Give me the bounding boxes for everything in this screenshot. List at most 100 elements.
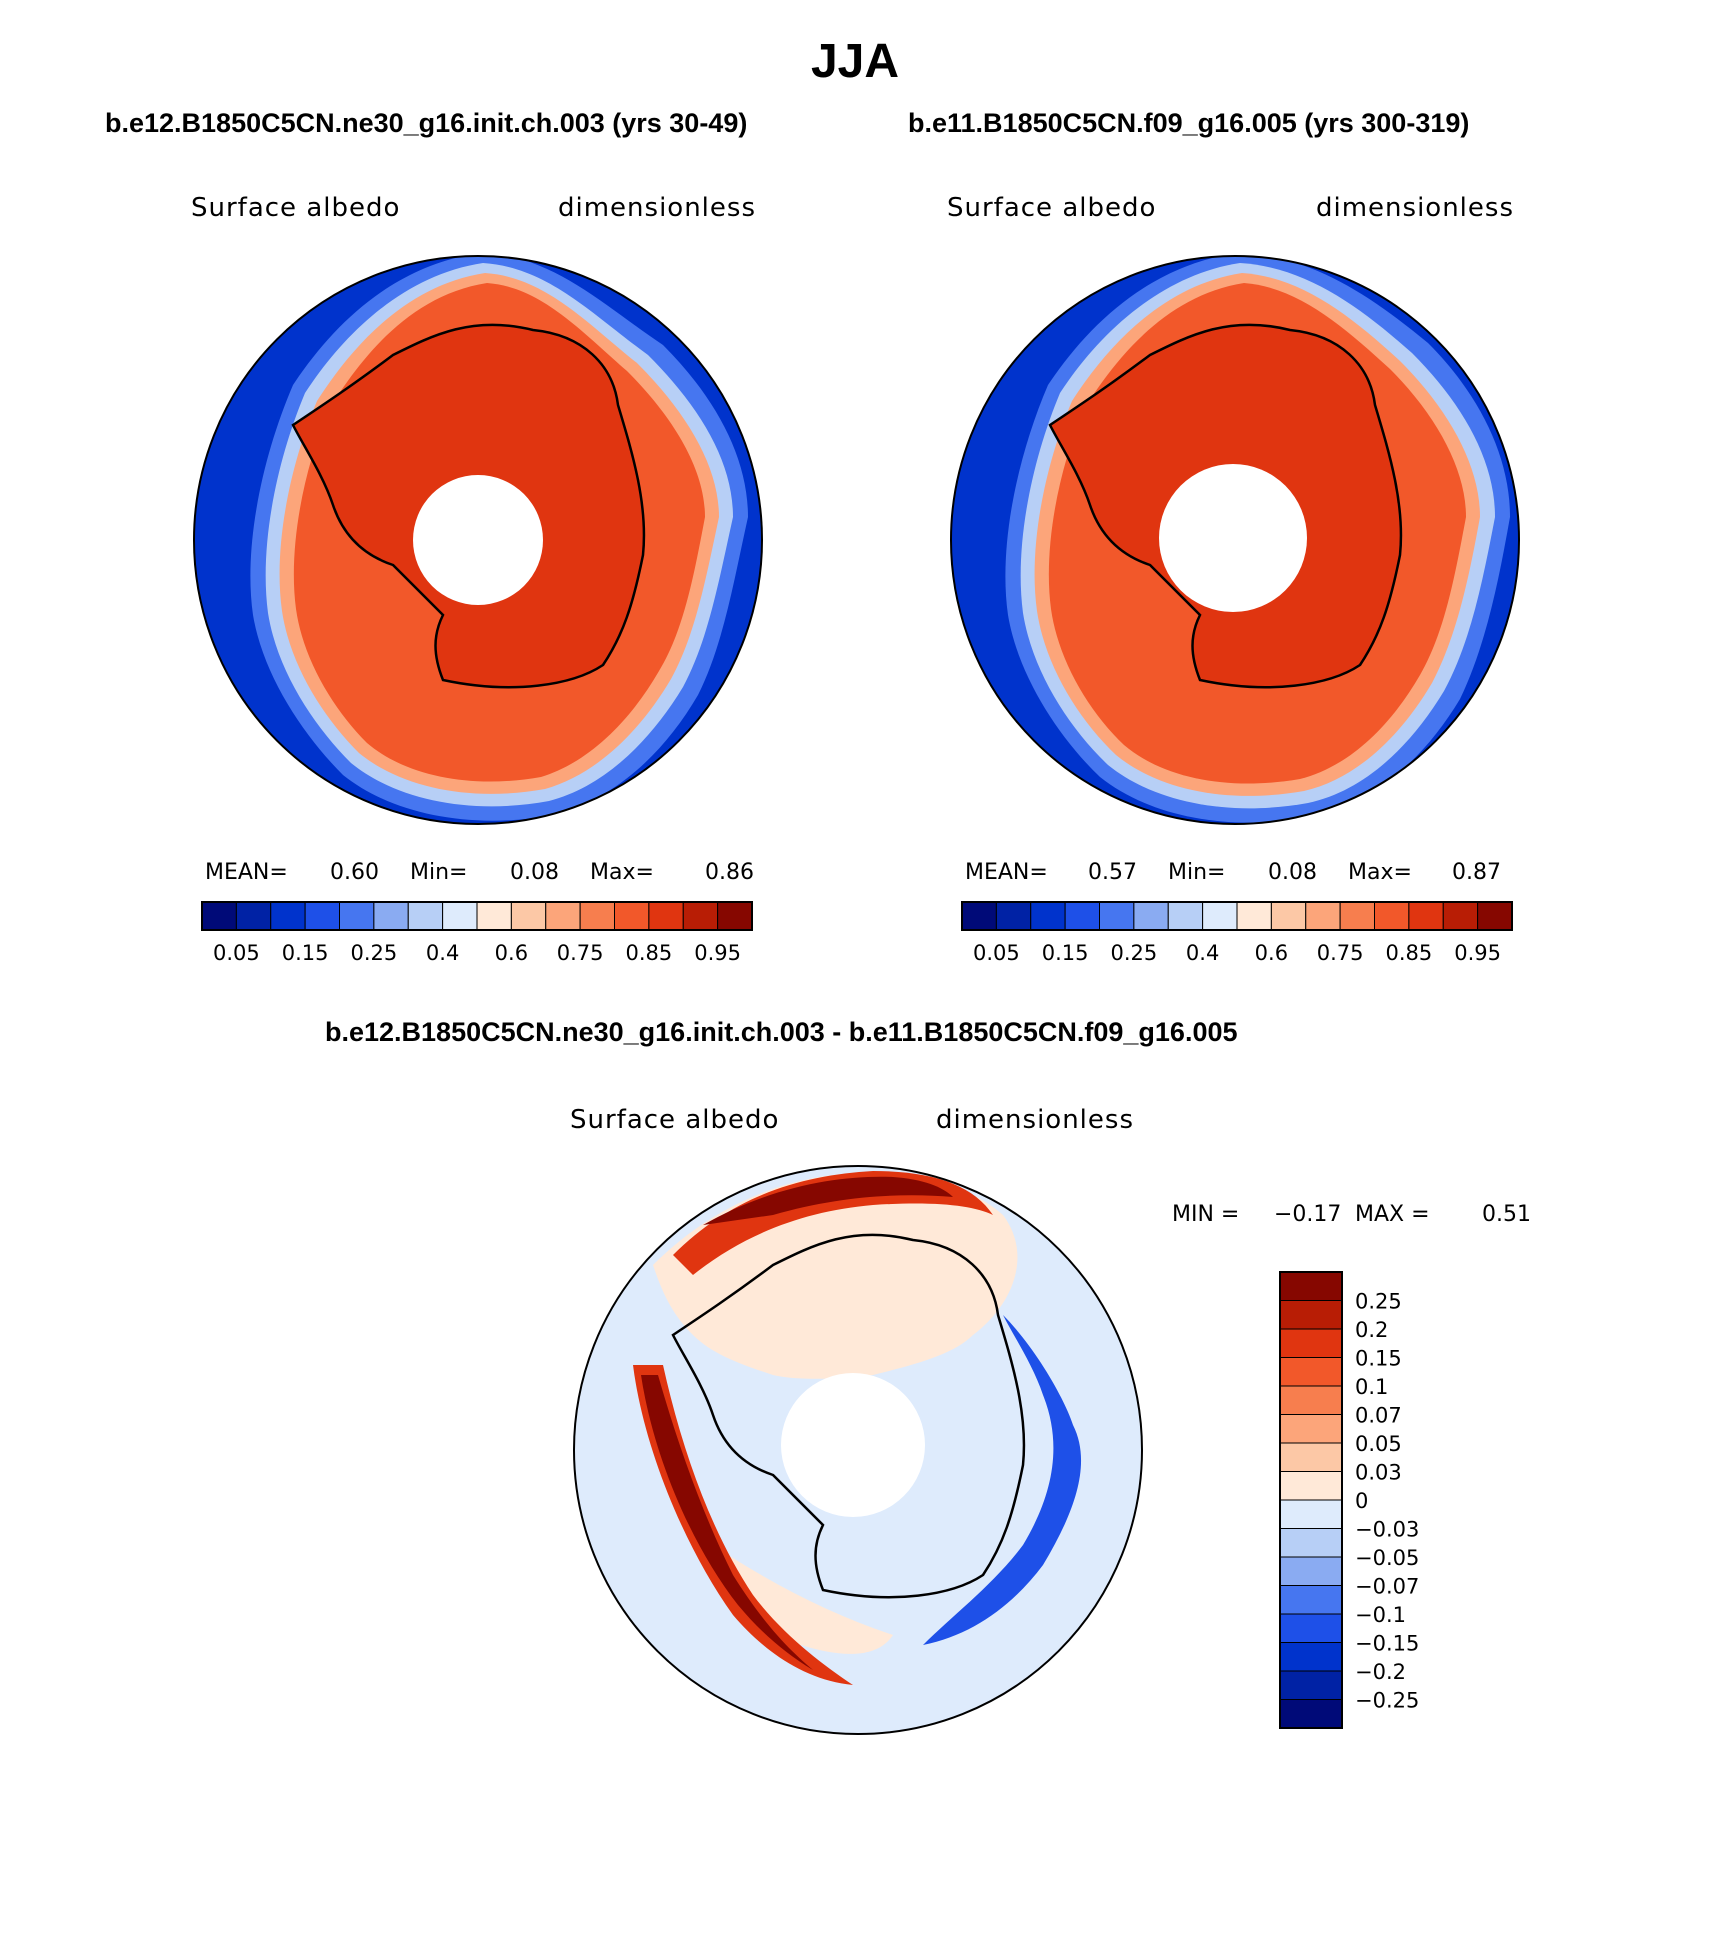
colorbar-swatch — [1305, 901, 1341, 931]
colorbar-swatch — [614, 901, 650, 931]
colorbar-swatch — [1167, 901, 1204, 931]
panel-3-case-title: b.e12.B1850C5CN.ne30_g16.init.ch.003 - b… — [325, 1017, 1238, 1047]
panel-2-max-label: Max= — [1348, 860, 1412, 885]
panel-3-min-label: MIN = — [1172, 1202, 1240, 1227]
colorbar-tick-label: 0.25 — [1110, 941, 1157, 965]
map-border — [193, 255, 763, 825]
positive-region-south — [713, 1545, 893, 1654]
negative-band-east — [923, 1315, 1082, 1645]
colorbar-swatch — [1133, 901, 1169, 931]
colorbar-swatch — [1099, 901, 1135, 931]
positive-band-west-core — [641, 1375, 813, 1670]
colorbar-swatch — [1279, 1499, 1343, 1529]
colorbar-tick-label: 0.95 — [1454, 941, 1501, 965]
colorbar-swatch — [1279, 1670, 1343, 1700]
colorbar-tick-label: 0.25 — [1355, 1290, 1402, 1314]
figure-title: JJA — [810, 35, 900, 88]
colorbar-swatch — [1279, 1556, 1343, 1586]
colorbar-swatch — [579, 901, 615, 931]
panel-2-mean-label: MEAN= — [965, 860, 1048, 885]
colorbar-swatch — [961, 901, 997, 931]
coastline — [291, 323, 646, 689]
colorbar-tick-label: 0.15 — [1042, 941, 1089, 965]
colorbar-tick-label: −0.07 — [1355, 1575, 1419, 1599]
colorbar-tick-label: 0.2 — [1355, 1318, 1388, 1342]
panel-1-min-value: 0.08 — [510, 860, 559, 885]
colorbar-tick-label: −0.1 — [1355, 1603, 1406, 1627]
colorbar-tick-label: 0.95 — [694, 941, 741, 965]
colorbar-swatch — [1030, 901, 1066, 931]
panel-1-variable-label: Surface albedo — [191, 193, 401, 223]
colorbar-swatch — [682, 901, 719, 931]
colorbar-tick-label: 0.05 — [213, 941, 260, 965]
colorbar-tick-label: 0.25 — [350, 941, 397, 965]
colorbar-tick-label: 0.4 — [426, 941, 459, 965]
colorbar-tick-label: 0.85 — [625, 941, 672, 965]
colorbar-swatch — [235, 901, 272, 931]
colorbar-swatch — [1202, 901, 1238, 931]
colorbar-swatch — [1279, 1357, 1343, 1387]
colorbar-swatch — [304, 901, 340, 931]
colorbar-tick-label: 0.05 — [973, 941, 1020, 965]
colorbar-tick-label: 0.75 — [1317, 941, 1364, 965]
colorbar-swatch — [1279, 1442, 1343, 1472]
colorbar-swatch — [270, 901, 306, 931]
colorbar-swatch — [1270, 901, 1307, 931]
positive-band-top — [673, 1171, 993, 1275]
panel-1-units-label: dimensionless — [558, 193, 756, 223]
panel-2-min-label: Min= — [1168, 860, 1226, 885]
colorbar-tick-label: 0.4 — [1186, 941, 1219, 965]
colorbar-swatch — [1339, 901, 1375, 931]
colorbar-swatch — [510, 901, 547, 931]
colorbar-swatch — [201, 901, 237, 931]
colorbar-tick-label: 0.6 — [495, 941, 528, 965]
panel-1-max-value: 0.86 — [705, 860, 754, 885]
colorbar-swatch — [1408, 901, 1444, 931]
colorbar-swatch — [1064, 901, 1100, 931]
coastline — [1048, 323, 1403, 689]
colorbar-swatch — [373, 901, 409, 931]
panel-3-max-value: 0.51 — [1482, 1202, 1531, 1227]
colorbar-swatch — [1279, 1613, 1343, 1643]
colorbar-swatch — [1236, 901, 1272, 931]
coastline — [671, 1233, 1026, 1599]
colorbar-tick-label: 0.75 — [557, 941, 604, 965]
colorbar-tick-label: −0.05 — [1355, 1546, 1419, 1570]
colorbar-tick-label: −0.2 — [1355, 1660, 1406, 1684]
panel-3-variable-label: Surface albedo — [570, 1105, 780, 1135]
panel-1-polar-map — [193, 255, 763, 825]
colorbar-tick-label: 0.03 — [1355, 1461, 1402, 1485]
colorbar-swatch — [1279, 1471, 1343, 1501]
panel-1-max-label: Max= — [590, 860, 654, 885]
panel-2-mean-value: 0.57 — [1088, 860, 1137, 885]
panel-1-min-label: Min= — [410, 860, 468, 885]
panel-3-max-label: MAX = — [1355, 1202, 1430, 1227]
colorbar-swatch — [648, 901, 684, 931]
panel-1-colorbar: 0.05 0.15 0.25 0.4 0.6 0.75 0.85 0.95 — [201, 901, 753, 965]
panel-1-case-title: b.e12.B1850C5CN.ne30_g16.init.ch.003 (yr… — [105, 108, 748, 138]
colorbar-swatch — [407, 901, 444, 931]
colorbar-swatch — [1374, 901, 1410, 931]
colorbar-swatch — [1279, 1699, 1343, 1729]
colorbar-swatch — [717, 901, 753, 931]
colorbar-swatch — [476, 901, 512, 931]
polar-hole — [1159, 464, 1307, 612]
colorbar-swatch — [339, 901, 375, 931]
colorbar-frame — [961, 901, 1513, 931]
colorbar-swatch — [545, 901, 581, 931]
colorbar-swatch — [442, 901, 478, 931]
map-border — [950, 255, 1520, 825]
panel-3-units-label: dimensionless — [936, 1105, 1134, 1135]
colorbar-swatch — [1279, 1414, 1343, 1444]
colorbar-swatch — [1279, 1528, 1343, 1558]
panel-2-min-value: 0.08 — [1268, 860, 1317, 885]
panel-1-mean-value: 0.60 — [330, 860, 379, 885]
positive-band-top-core — [703, 1176, 953, 1225]
colorbar-tick-label: 0.85 — [1385, 941, 1432, 965]
colorbar-swatch — [1477, 901, 1513, 931]
colorbar-swatch — [1279, 1642, 1343, 1672]
colorbar-frame — [201, 901, 753, 931]
colorbar-tick-label: −0.25 — [1355, 1689, 1419, 1713]
panel-2-colorbar: 0.05 0.15 0.25 0.4 0.6 0.75 0.85 0.95 — [961, 901, 1513, 965]
panel-2-polar-map — [950, 255, 1520, 825]
